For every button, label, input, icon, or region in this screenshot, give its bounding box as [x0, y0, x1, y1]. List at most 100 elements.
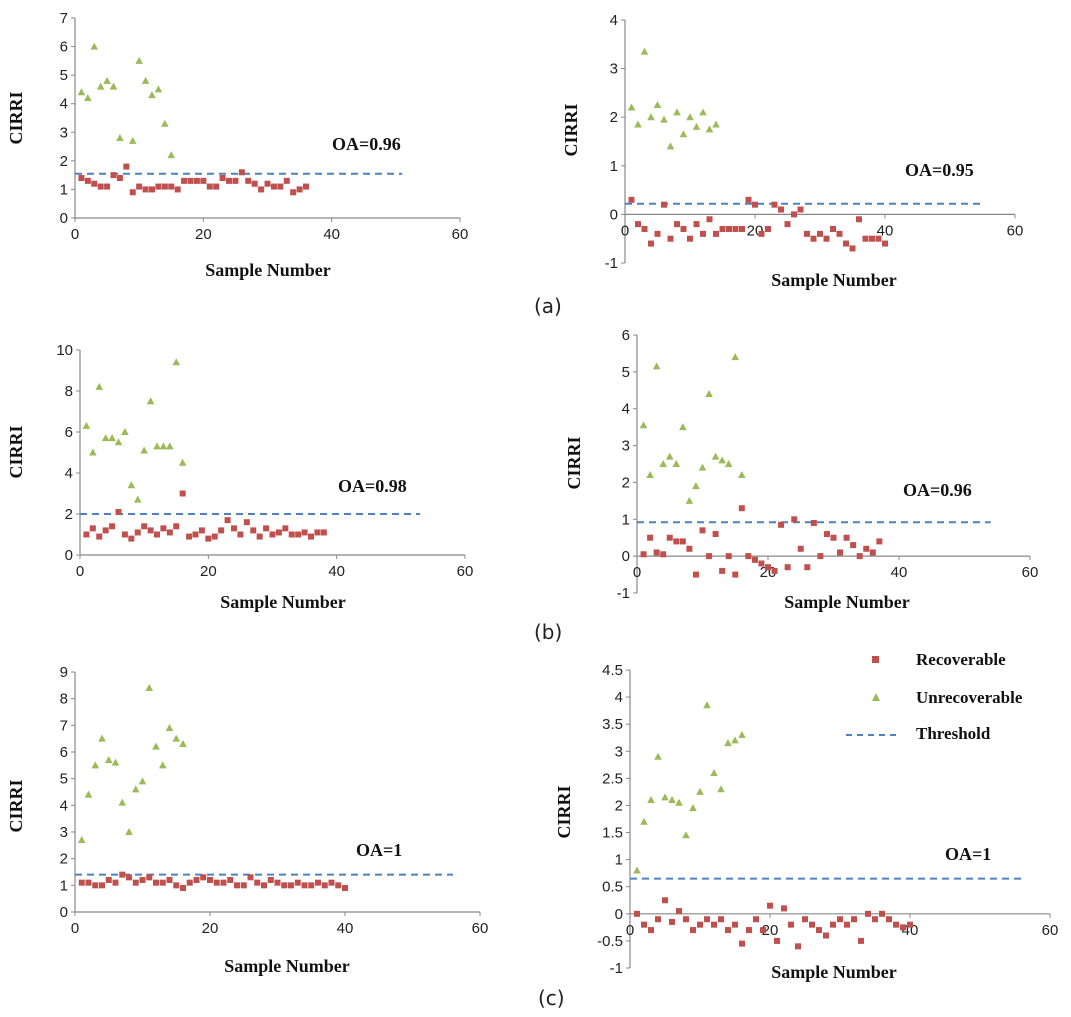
recoverable-point [181, 177, 188, 184]
recoverable-point [719, 567, 726, 574]
recoverable-point [752, 201, 758, 208]
recoverable-point [119, 871, 126, 878]
y-tick-label: 3 [622, 438, 630, 455]
y-tick-label: 0 [622, 548, 630, 565]
unrecoverable-point [724, 739, 732, 747]
recoverable-point [267, 877, 274, 883]
unrecoverable-point [127, 481, 136, 489]
recoverable-point [207, 877, 213, 883]
recoverable-point [258, 186, 265, 193]
recoverable-point [243, 519, 250, 526]
unrecoverable-point [95, 382, 104, 390]
recoverable-point [851, 916, 857, 923]
unrecoverable-point [724, 460, 733, 467]
y-tick-label: 7 [60, 717, 68, 734]
recoverable-point [142, 186, 149, 193]
recoverable-point [109, 523, 116, 530]
recoverable-point [726, 225, 732, 232]
x-axis-title: Sample Number [771, 270, 897, 290]
recoverable-point [661, 201, 667, 208]
recoverable-point [830, 534, 837, 541]
unrecoverable-point [133, 495, 142, 503]
recoverable-point [277, 183, 284, 190]
y-tick-label: 10 [56, 342, 73, 359]
recoverable-point [96, 533, 103, 540]
recoverable-point [206, 183, 213, 190]
recoverable-point [760, 927, 766, 934]
y-axis-title: CIRRI [561, 103, 581, 156]
recoverable-point [804, 564, 811, 571]
recoverable-point [303, 183, 309, 190]
unrecoverable-point [705, 389, 713, 397]
recoverable-point [296, 186, 303, 193]
recoverable-point [687, 235, 693, 242]
recoverable-point [706, 216, 713, 223]
recoverable-point [640, 551, 647, 558]
recoverable-point [238, 169, 245, 176]
unrecoverable-point [96, 82, 105, 90]
recoverable-point [797, 206, 804, 213]
unrecoverable-point [101, 434, 110, 442]
oa-annotation: OA=0.96 [903, 480, 972, 500]
unrecoverable-point [647, 796, 655, 804]
unrecoverable-point [138, 777, 147, 785]
recoverable-point [116, 175, 123, 181]
recoverable-point [765, 564, 771, 571]
recoverable-point [693, 221, 700, 228]
recoverable-point [290, 189, 297, 196]
x-tick-label: 60 [1042, 922, 1059, 939]
recoverable-point [753, 916, 759, 923]
y-tick-label: 2 [615, 797, 623, 814]
unrecoverable-point [692, 122, 701, 130]
recoverable-point [648, 240, 654, 247]
oa-annotation: OA=0.96 [332, 134, 401, 154]
recoverable-point [254, 879, 261, 886]
x-tick-label: 60 [1007, 222, 1024, 239]
unrecoverable-point [634, 120, 642, 128]
unrecoverable-point [660, 115, 668, 123]
unrecoverable-point [672, 460, 681, 467]
y-tick-label: 0.5 [602, 879, 623, 896]
recoverable-point [690, 927, 696, 934]
legend: Recoverable Unrecoverable Threshold [846, 650, 1071, 760]
unrecoverable-point [640, 47, 649, 55]
y-tick-label: -1 [617, 585, 630, 602]
unrecoverable-point [140, 446, 148, 454]
recoverable-point [823, 235, 830, 242]
unrecoverable-point [167, 151, 176, 159]
x-tick-label: 20 [200, 563, 217, 580]
unrecoverable-point [166, 442, 174, 450]
recoverable-point [186, 879, 193, 886]
unrecoverable-point [738, 471, 746, 479]
y-tick-label: 2 [610, 109, 618, 126]
recoverable-point [882, 240, 888, 247]
recoverable-point [187, 177, 194, 184]
y-tick-label: 4 [622, 401, 630, 418]
unrecoverable-point [159, 442, 168, 450]
unrecoverable-point [84, 790, 93, 798]
legend-label-threshold: Threshold [916, 724, 991, 743]
recoverable-point [635, 221, 641, 228]
recoverable-point [97, 183, 104, 190]
recoverable-point [179, 490, 186, 497]
recoverable-point [653, 549, 660, 556]
unrecoverable-point [731, 736, 739, 744]
unrecoverable-point [666, 142, 675, 150]
y-tick-label: 0 [610, 206, 618, 223]
y-tick-label: 2.5 [602, 770, 623, 787]
recoverable-point [856, 216, 862, 223]
recoverable-point [281, 882, 288, 889]
unrecoverable-point [717, 785, 725, 793]
recoverable-point [648, 927, 654, 934]
panel-label-b: (b) [534, 620, 563, 644]
recoverable-point [78, 879, 85, 886]
y-tick-label: 4.5 [602, 662, 623, 679]
recoverable-point [858, 937, 864, 944]
y-tick-label: 3.5 [602, 716, 623, 733]
recoverable-point [869, 549, 876, 556]
unrecoverable-point [114, 438, 123, 446]
recoverable-point [738, 505, 745, 512]
recoverable-point [804, 230, 810, 237]
recoverable-point [641, 225, 648, 232]
recoverable-point [328, 879, 335, 886]
